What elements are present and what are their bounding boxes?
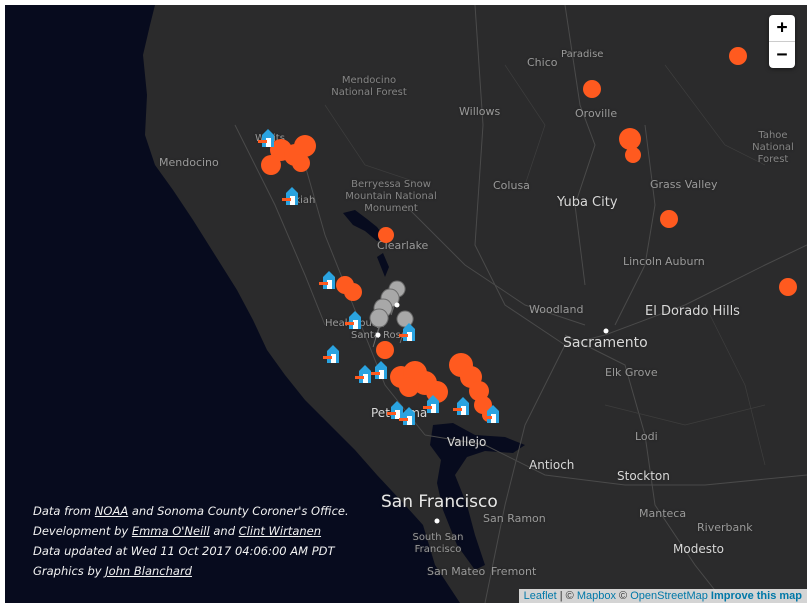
clear-lake xyxy=(343,210,385,241)
credits-line-data: Data from NOAA and Sonoma County Coroner… xyxy=(33,504,349,518)
fire-marker xyxy=(261,155,281,175)
fire-marker xyxy=(469,381,489,401)
fire-markers xyxy=(261,47,797,422)
label-clearlake: Clearlake xyxy=(377,239,429,252)
pin-dots xyxy=(375,302,400,338)
label-modesto: Modesto xyxy=(673,542,724,556)
map-canvas[interactable]: Chico Paradise Mendocino National Forest… xyxy=(5,5,807,603)
label-fremont: Fremont xyxy=(491,565,537,578)
minor-roads xyxy=(324,64,766,466)
label-auburn: Auburn xyxy=(665,255,705,268)
fire-marker xyxy=(625,147,641,163)
sf-bay xyxy=(430,423,525,570)
fire-marker xyxy=(376,341,394,359)
shelter-icon xyxy=(258,129,274,147)
leaflet-link[interactable]: Leaflet xyxy=(523,590,557,602)
label-tahoe-nf: Tahoe National Forest xyxy=(752,130,794,165)
shelter-icon xyxy=(371,361,387,379)
fire-marker xyxy=(779,278,797,296)
label-elk-grove: Elk Grove xyxy=(605,366,658,379)
label-mendocino-nf: Mendocino National Forest xyxy=(331,75,407,98)
zoom-out-button[interactable]: − xyxy=(776,44,788,65)
shelter-icon xyxy=(355,365,371,383)
marker-layer xyxy=(258,47,797,524)
john-blanchard-link[interactable]: John Blanchard xyxy=(105,564,192,578)
label-stockton: Stockton xyxy=(617,469,670,483)
shelter-icon xyxy=(282,187,298,205)
label-san-mateo: San Mateo xyxy=(427,565,486,578)
fire-marker xyxy=(583,80,601,98)
osm-link[interactable]: OpenStreetMap xyxy=(630,590,708,602)
fire-marker xyxy=(344,283,362,301)
shelter-icon xyxy=(399,407,415,425)
shelter-icon xyxy=(483,405,499,423)
shelter-icon xyxy=(387,401,403,419)
shelter-icon xyxy=(323,345,339,363)
fire-marker xyxy=(660,210,678,228)
label-vallejo: Vallejo xyxy=(447,435,487,449)
shelter-markers xyxy=(258,129,499,425)
label-antioch: Antioch xyxy=(529,458,575,472)
label-paradise: Paradise xyxy=(561,49,604,60)
zoom-in-button[interactable]: + xyxy=(769,15,795,42)
label-woodland: Woodland xyxy=(529,303,584,316)
label-lodi: Lodi xyxy=(635,430,658,443)
credits-line-updated: Data updated at Wed 11 Oct 2017 04:06:00… xyxy=(33,544,335,558)
sf-dot xyxy=(434,518,440,524)
shelter-icon xyxy=(319,271,335,289)
emma-oneill-link[interactable]: Emma O'Neill xyxy=(131,524,210,538)
fire-marker xyxy=(292,154,310,172)
label-grass-valley: Grass Valley xyxy=(650,178,718,191)
label-south-sf: South San Francisco xyxy=(412,532,464,555)
label-chico: Chico xyxy=(527,56,558,69)
mapbox-link[interactable]: Mapbox xyxy=(576,590,616,602)
shelter-icon xyxy=(345,311,361,329)
fire-marker xyxy=(294,135,316,157)
map-attribution: Leaflet | © Mapbox © OpenStreetMap Impro… xyxy=(518,589,807,603)
clint-wirtanen-link[interactable]: Clint Wirtanen xyxy=(238,524,322,538)
fire-marker xyxy=(378,227,394,243)
label-berryessa: Berryessa Snow Mountain National Monumen… xyxy=(345,179,437,214)
credits-line-development: Development by Emma O'Neill and Clint Wi… xyxy=(33,524,322,538)
shelter-icon xyxy=(423,395,439,413)
roads xyxy=(234,5,807,603)
label-ukiah: Ukiah xyxy=(287,195,316,206)
credits-line-graphics: Graphics by John Blanchard xyxy=(33,564,192,578)
noaa-link[interactable]: NOAA xyxy=(94,504,129,518)
label-manteca: Manteca xyxy=(639,507,687,520)
sacramento-dot xyxy=(603,328,609,334)
label-san-francisco: San Francisco xyxy=(381,492,498,512)
label-yuba-city: Yuba City xyxy=(557,195,618,210)
label-riverbank: Riverbank xyxy=(697,521,753,534)
fire-marker xyxy=(729,47,747,65)
label-colusa: Colusa xyxy=(493,179,530,192)
fire-marker xyxy=(399,377,419,397)
location-pin xyxy=(369,308,389,348)
label-san-ramon: San Ramon xyxy=(483,512,546,525)
shelter-icon xyxy=(453,397,469,415)
label-mendocino: Mendocino xyxy=(159,156,219,169)
label-el-dorado-hills: El Dorado Hills xyxy=(645,304,740,319)
shelter-icon xyxy=(399,323,415,341)
zoom-control: + − xyxy=(769,15,795,68)
improve-map-link[interactable]: Improve this map xyxy=(710,590,802,602)
label-willows: Willows xyxy=(459,105,501,118)
label-sacramento: Sacramento xyxy=(563,335,648,351)
credits-panel: Data from NOAA and Sonoma County Coroner… xyxy=(33,501,349,581)
label-lincoln: Lincoln xyxy=(623,255,662,268)
lake-berryessa xyxy=(377,253,389,277)
fire-marker xyxy=(619,128,641,150)
label-oroville: Oroville xyxy=(575,107,618,120)
